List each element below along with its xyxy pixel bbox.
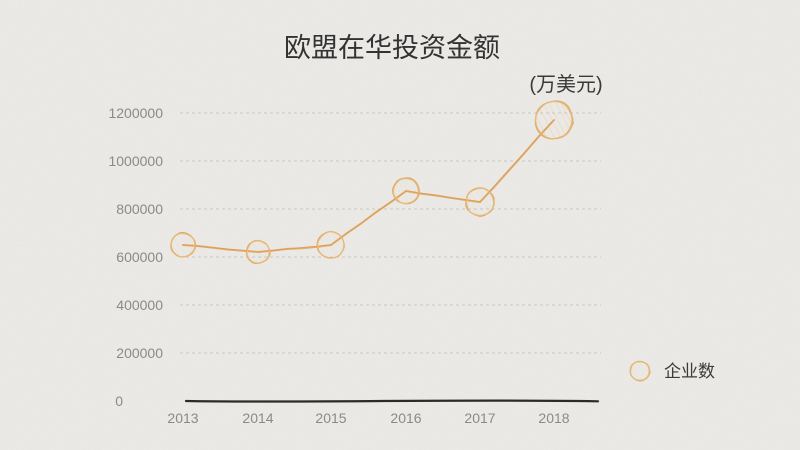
svg-text:2017: 2017: [464, 410, 495, 426]
svg-text:1000000: 1000000: [108, 153, 163, 169]
svg-text:2015: 2015: [315, 410, 346, 426]
svg-text:企业数: 企业数: [664, 362, 715, 381]
svg-text:(万美元): (万美元): [529, 73, 602, 96]
svg-text:2014: 2014: [242, 410, 273, 426]
svg-text:800000: 800000: [116, 201, 163, 217]
svg-text:2016: 2016: [390, 410, 421, 426]
svg-text:欧盟在华投资金额: 欧盟在华投资金额: [284, 33, 500, 63]
svg-text:1200000: 1200000: [108, 105, 163, 121]
svg-text:2013: 2013: [167, 410, 198, 426]
svg-text:200000: 200000: [116, 345, 163, 361]
svg-text:600000: 600000: [116, 249, 163, 265]
svg-text:2018: 2018: [538, 410, 569, 426]
svg-text:400000: 400000: [116, 297, 163, 313]
svg-text:0: 0: [115, 393, 123, 409]
